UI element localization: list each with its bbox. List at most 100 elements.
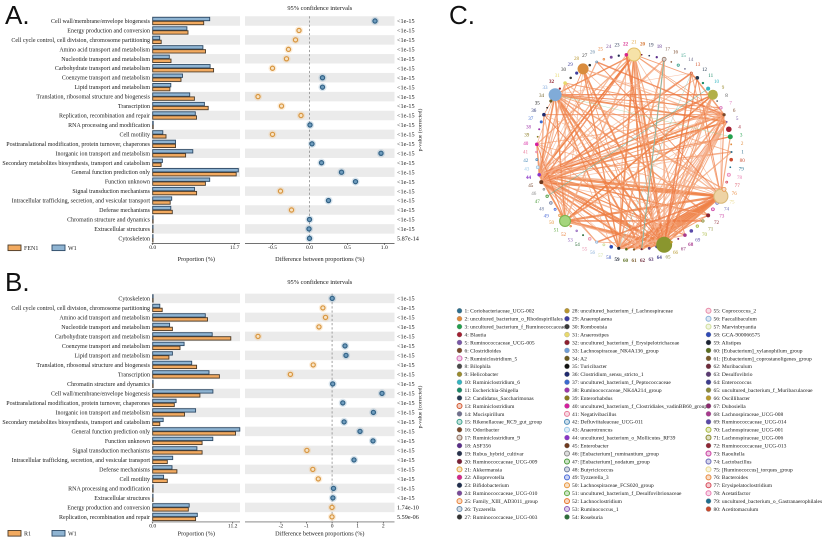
svg-text:<1e-15: <1e-15 bbox=[397, 122, 415, 129]
svg-text:6: Clostridioides: 6: Clostridioides bbox=[465, 348, 502, 354]
svg-text:75: 75 bbox=[729, 200, 735, 206]
svg-text:65: 65 bbox=[665, 254, 671, 260]
svg-text:80: 80 bbox=[740, 158, 746, 164]
svg-text:1.74e-10: 1.74e-10 bbox=[397, 505, 419, 512]
svg-text:Chromatin structure and dynami: Chromatin structure and dynamics bbox=[67, 217, 150, 223]
svg-text:21: 21 bbox=[631, 40, 637, 46]
svg-text:<1e-15: <1e-15 bbox=[397, 448, 415, 455]
svg-text:37: 37 bbox=[528, 116, 534, 122]
svg-text:58: GCA-900066575: 58: GCA-900066575 bbox=[714, 333, 761, 339]
svg-text:30: 30 bbox=[561, 67, 567, 73]
svg-text:79: 79 bbox=[739, 167, 745, 173]
svg-text:0.0: 0.0 bbox=[149, 245, 156, 251]
svg-text:78: Acetatifactor: 78: Acetatifactor bbox=[714, 490, 751, 497]
svg-text:66: Oscillibacter: 66: Oscillibacter bbox=[714, 396, 751, 402]
svg-text:Lipid transport and metabolism: Lipid transport and metabolism bbox=[75, 85, 151, 91]
svg-text:62: Muribaculum: 62: Muribaculum bbox=[714, 364, 753, 370]
svg-text:<1e-15: <1e-15 bbox=[397, 132, 415, 139]
svg-text:7: Ruminiclostridium_5: 7: Ruminiclostridium_5 bbox=[465, 356, 518, 362]
svg-text:78: 78 bbox=[737, 175, 743, 181]
svg-text:B.: B. bbox=[5, 267, 30, 297]
svg-text:49: Tyzzerella_3: 49: Tyzzerella_3 bbox=[572, 475, 609, 481]
svg-text:p-value (corrected): p-value (corrected) bbox=[417, 386, 424, 429]
svg-text:48: Butyricicoccus: 48: Butyricicoccus bbox=[572, 467, 613, 473]
svg-text:11: Escherichia-Shigella: 11: Escherichia-Shigella bbox=[465, 388, 519, 394]
svg-text:Transcription: Transcription bbox=[118, 104, 150, 110]
svg-text:Secondary metabolites biosynth: Secondary metabolites biosynthesis, tran… bbox=[2, 420, 150, 426]
svg-text:Nucleotide transport and metab: Nucleotide transport and metabolism bbox=[61, 325, 150, 331]
svg-text:<1e-15: <1e-15 bbox=[397, 296, 415, 303]
svg-text:1: 1 bbox=[741, 150, 744, 156]
svg-text:<1e-15: <1e-15 bbox=[397, 391, 415, 398]
svg-text:80: Acetitomaculum: 80: Acetitomaculum bbox=[714, 507, 759, 513]
svg-text:56: Faecalibaculum: 56: Faecalibaculum bbox=[714, 317, 758, 323]
svg-text:16: 16 bbox=[673, 50, 679, 56]
svg-text:32: 32 bbox=[549, 79, 555, 85]
svg-text:41: Negativibacillus: 41: Negativibacillus bbox=[572, 412, 616, 418]
svg-text:<1e-15: <1e-15 bbox=[397, 353, 415, 360]
svg-text:Translation, ribosomal structu: Translation, ribosomal structure and bio… bbox=[36, 95, 150, 101]
svg-text:22: Alloprevotella: 22: Alloprevotella bbox=[465, 475, 505, 481]
svg-text:35: Turicibacter: 35: Turicibacter bbox=[572, 364, 607, 370]
svg-text:W1: W1 bbox=[68, 246, 77, 252]
svg-text:Defense mechanisms: Defense mechanisms bbox=[99, 207, 150, 214]
svg-text:Cell motility: Cell motility bbox=[119, 477, 150, 483]
svg-text:<1e-15: <1e-15 bbox=[397, 84, 415, 91]
svg-text:60: 60 bbox=[623, 258, 629, 264]
svg-text:30: Romboutsia: 30: Romboutsia bbox=[572, 325, 608, 331]
svg-text:C.: C. bbox=[449, 0, 475, 30]
svg-text:<1e-15: <1e-15 bbox=[397, 324, 415, 331]
svg-text:Difference between proportions: Difference between proportions (%) bbox=[275, 531, 364, 538]
svg-text:7: 7 bbox=[729, 100, 732, 106]
svg-text:Inorganic ion transport and me: Inorganic ion transport and metabolism bbox=[55, 410, 150, 416]
svg-text:56: 56 bbox=[590, 250, 596, 256]
svg-text:Inorganic ion transport and me: Inorganic ion transport and metabolism bbox=[55, 151, 150, 157]
svg-text:66: 66 bbox=[673, 250, 679, 256]
svg-text:<1e-15: <1e-15 bbox=[397, 103, 415, 110]
svg-text:71: 71 bbox=[708, 226, 714, 232]
svg-text:Intracellular trafficking, sec: Intracellular trafficking, secretion, an… bbox=[12, 198, 151, 205]
svg-text:5: Ruminococcaceae_UCG-005: 5: Ruminococcaceae_UCG-005 bbox=[465, 340, 535, 346]
svg-text:50: 50 bbox=[549, 220, 555, 226]
svg-text:13: 13 bbox=[695, 62, 701, 68]
svg-text:18: ASF356: 18: ASF356 bbox=[465, 444, 492, 450]
svg-text:40: 40 bbox=[523, 141, 529, 147]
svg-text:<1e-15: <1e-15 bbox=[397, 305, 415, 312]
svg-text:8: 8 bbox=[725, 93, 728, 99]
svg-text:Extracellular structures: Extracellular structures bbox=[94, 496, 150, 502]
svg-text:17: 17 bbox=[665, 47, 671, 53]
svg-text:39: Enterorhabdus: 39: Enterorhabdus bbox=[572, 396, 612, 402]
svg-text:58: 58 bbox=[606, 255, 612, 261]
svg-text:32: uncultured_bacterium_f_Ery: 32: uncultured_bacterium_f_Erysipelotric… bbox=[572, 339, 680, 346]
svg-text:Carbohydrate transport and met: Carbohydrate transport and metabolism bbox=[55, 66, 150, 72]
svg-text:53: Ruminococcus_1: 53: Ruminococcus_1 bbox=[572, 507, 619, 513]
svg-text:<1e-15: <1e-15 bbox=[397, 217, 415, 224]
svg-text:Posttranslational modification: Posttranslational modification, protein … bbox=[6, 141, 150, 148]
svg-text:<1e-15: <1e-15 bbox=[397, 198, 415, 205]
svg-text:64: 64 bbox=[657, 255, 663, 261]
svg-text:25: 25 bbox=[598, 47, 604, 53]
svg-text:77: Erysipelatoclostridium: 77: Erysipelatoclostridium bbox=[714, 483, 773, 489]
svg-text:6: 6 bbox=[733, 108, 736, 114]
svg-text:<1e-15: <1e-15 bbox=[397, 419, 415, 426]
svg-text:36: Clostridium_sensu_stricto_: 36: Clostridium_sensu_stricto_1 bbox=[572, 372, 644, 378]
svg-text:14: 14 bbox=[688, 57, 694, 63]
svg-text:59: 59 bbox=[614, 257, 620, 263]
svg-text:49: 49 bbox=[544, 214, 550, 220]
svg-text:FEN1: FEN1 bbox=[24, 246, 38, 252]
svg-text:RNA processing and modificatio: RNA processing and modification bbox=[68, 122, 150, 129]
svg-text:18: 18 bbox=[657, 44, 663, 50]
svg-text:1: 1 bbox=[356, 524, 359, 530]
svg-text:Function unknown: Function unknown bbox=[105, 439, 150, 445]
svg-text:51: uncultured_bacterium_f_Des: 51: uncultured_bacterium_f_Desulfovibrio… bbox=[572, 490, 682, 497]
svg-text:39: 39 bbox=[524, 133, 530, 139]
svg-text:1.0: 1.0 bbox=[381, 245, 388, 251]
svg-text:<1e-15: <1e-15 bbox=[397, 334, 415, 341]
svg-text:38: 38 bbox=[526, 124, 532, 130]
svg-text:<1e-15: <1e-15 bbox=[397, 476, 415, 483]
svg-text:28: 28 bbox=[574, 56, 580, 62]
svg-text:0.0: 0.0 bbox=[306, 245, 313, 251]
svg-text:61: [Eubacterium]_coprostanoli: 61: [Eubacterium]_coprostanoligenes_grou… bbox=[714, 356, 812, 362]
svg-text:4: 4 bbox=[738, 124, 741, 130]
svg-text:35: 35 bbox=[535, 100, 541, 106]
